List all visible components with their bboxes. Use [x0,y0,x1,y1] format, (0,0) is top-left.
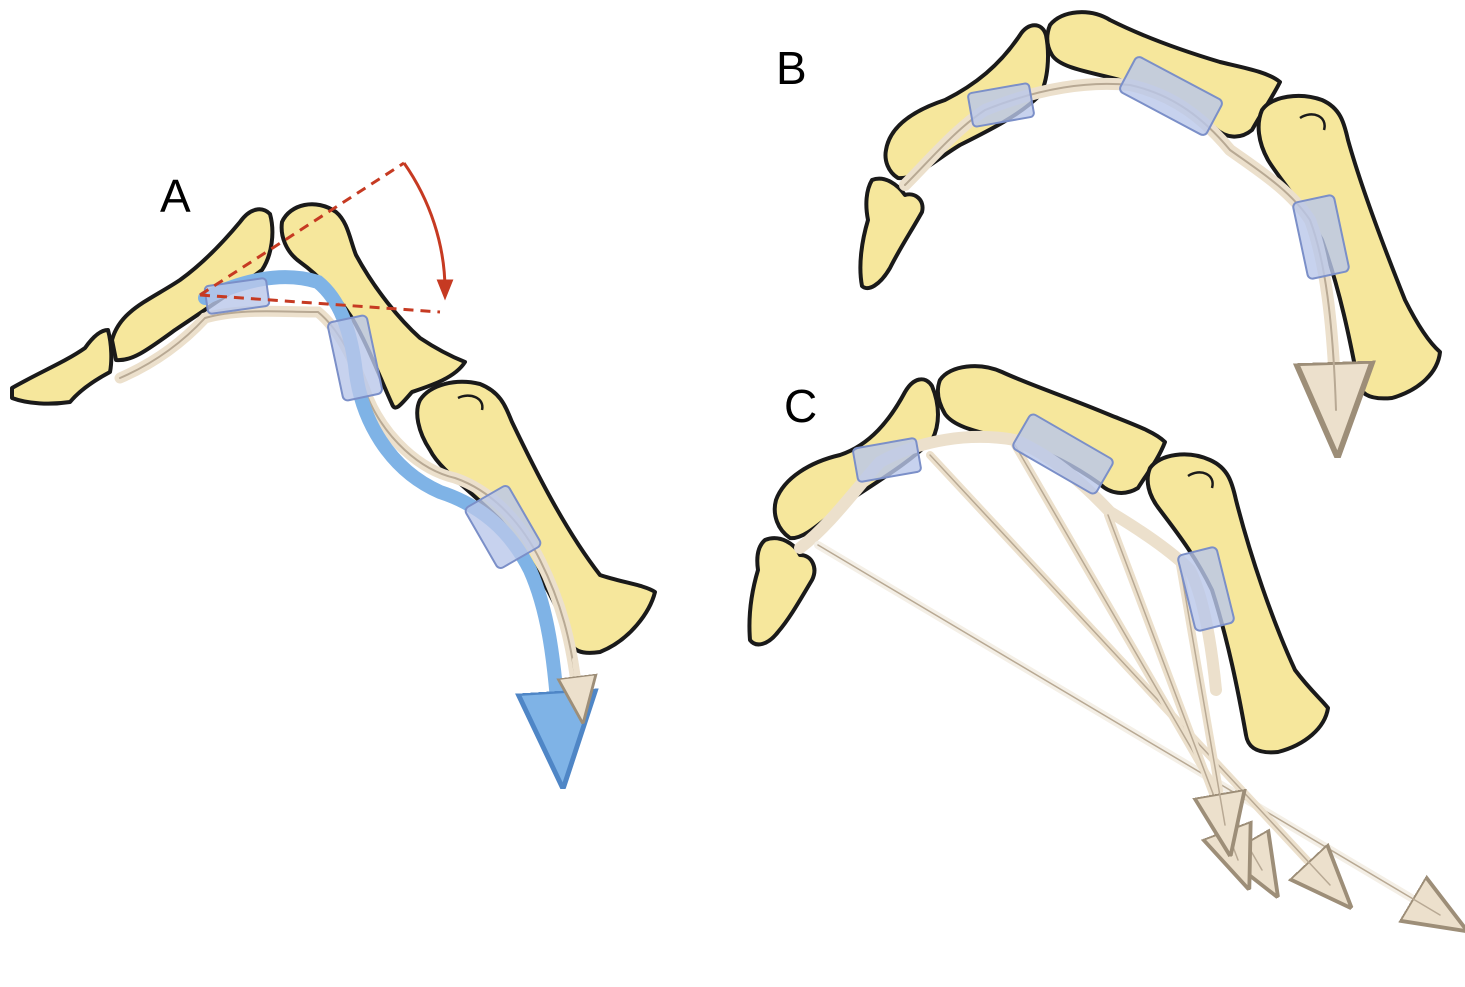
panel-a-metacarpal [415,379,657,655]
panel-a-bowstring-tendon [198,270,560,740]
panel-c-label: C [784,380,817,432]
panel-a-pulley-a1 [464,485,542,569]
panel-b-pulley-a1 [1292,194,1350,280]
panel-a-bones [10,202,657,655]
panel-a-pull-arrow [575,657,580,700]
panel-c-force-vectors [814,441,1440,915]
panel-c-metacarpal [1145,452,1330,755]
panel-c-pulley-a2 [1012,413,1114,495]
panel-a-middle-phalanx [110,207,275,363]
panel-a-label: A [160,170,191,222]
panel-b-pulleys [967,56,1350,280]
panel-a-pulley-a2 [327,314,383,402]
panel-b: B [776,10,1442,410]
panel-a-distal-phalanx [10,328,114,406]
panel-b-metacarpal [1256,93,1442,401]
panel-a-pulley-a4 [203,277,271,315]
panel-a-rotation-indicator [199,161,454,314]
panel-c-pulleys [852,413,1235,632]
curved-arrow-icon [402,162,454,301]
panel-b-label: B [776,42,807,94]
panel-c-distal-phalanx [747,536,817,647]
panel-c: C [747,364,1440,915]
panel-c-pulley-a4 [852,437,922,483]
panel-b-pulley-a4 [967,82,1035,128]
panel-a-pulleys [203,277,542,569]
panel-b-distal-phalanx [858,176,925,291]
panel-c-pulley-a1 [1177,546,1235,632]
panel-b-pulley-a2 [1119,56,1223,136]
panel-a: A [10,161,657,740]
